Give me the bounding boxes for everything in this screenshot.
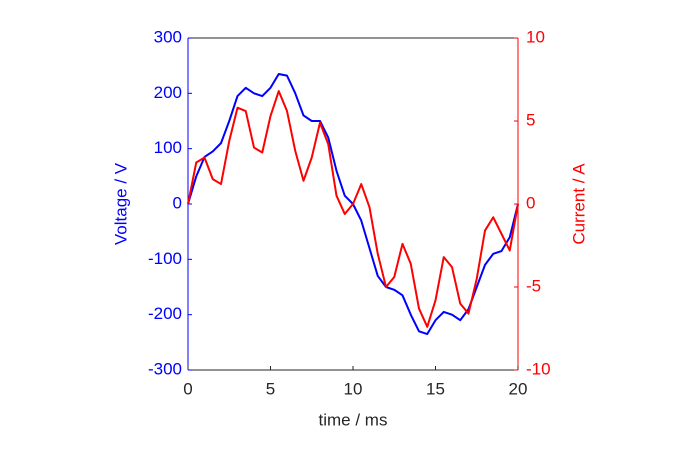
y2-axis-label: Current / A <box>569 163 588 245</box>
y2-tick-label: 5 <box>526 110 535 129</box>
x-tick-label: 20 <box>509 379 528 398</box>
y2-tick-label: -10 <box>526 359 551 378</box>
y2-tick-label: -5 <box>526 276 541 295</box>
y-axis-label: Voltage / V <box>111 162 130 245</box>
y-tick-label: -200 <box>148 304 182 323</box>
y2-tick-label: 10 <box>526 27 545 46</box>
data-line <box>187 90 519 328</box>
y2-tick-label: 0 <box>526 193 535 212</box>
x-tick-label: 5 <box>266 379 275 398</box>
y-tick-label: 0 <box>173 193 182 212</box>
x-tick-label: 15 <box>426 379 445 398</box>
x-tick-label: 10 <box>344 379 363 398</box>
x-axis-label: time / ms <box>319 410 388 429</box>
y-tick-label: 100 <box>154 138 182 157</box>
y-tick-label: 200 <box>154 83 182 102</box>
x-tick-label: 0 <box>183 379 192 398</box>
y-tick-label: -300 <box>148 359 182 378</box>
y-tick-label: -100 <box>148 249 182 268</box>
y-tick-label: 300 <box>154 27 182 46</box>
